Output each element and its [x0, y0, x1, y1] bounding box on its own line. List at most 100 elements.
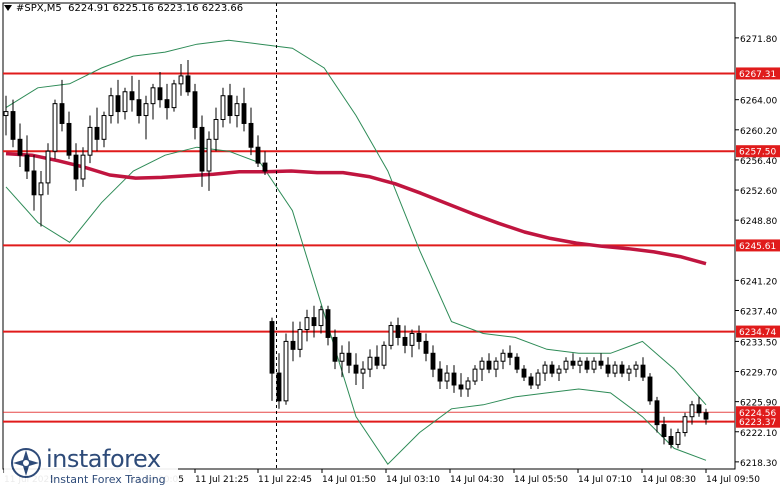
candle [318, 305, 324, 334]
candle [374, 345, 380, 370]
candle-body [570, 360, 576, 366]
price-tag-label: 6224.56 [739, 409, 776, 419]
candle-body [108, 95, 114, 117]
x-tick-label: 14 Jul 09:50 [706, 475, 760, 485]
candle [94, 107, 100, 152]
candle-body [619, 364, 625, 374]
y-tick-label: 6222.10 [740, 429, 777, 439]
candle [101, 111, 107, 148]
chart-header: #SPX,M5 6224.91 6225.16 6223.16 6223.66 [4, 3, 243, 14]
candle-body [647, 376, 653, 402]
candle [556, 365, 562, 382]
y-tick-label: 6264.00 [740, 97, 777, 107]
candle-body [192, 91, 198, 128]
price-tag-label: 6234.74 [739, 328, 776, 338]
candle-body [199, 126, 205, 172]
candle [402, 325, 408, 354]
candle [577, 357, 583, 374]
candle-body [269, 321, 275, 374]
candle [24, 135, 30, 179]
candle [171, 79, 177, 112]
candle-body [612, 364, 618, 374]
candle-body [360, 368, 366, 374]
candle [290, 321, 296, 362]
candle-body [220, 95, 226, 120]
candle-body [521, 368, 527, 378]
y-tick-label: 6218.30 [740, 459, 777, 469]
candle [248, 107, 254, 156]
candle-body [549, 364, 555, 374]
symbol-label: #SPX,M5 [16, 3, 62, 14]
candle-body [367, 356, 373, 370]
candle-body [3, 111, 9, 117]
candle-body [675, 432, 681, 445]
candle [255, 135, 261, 168]
candle [605, 357, 611, 378]
candle [143, 95, 149, 140]
candle-body [423, 340, 429, 354]
candle [220, 87, 226, 128]
candle [507, 345, 513, 366]
candle-body [668, 436, 674, 445]
x-tick-label: 14 Jul 07:10 [578, 475, 632, 485]
candle [59, 79, 65, 132]
candle [626, 365, 632, 382]
candle [269, 317, 275, 401]
y-tick-label: 6256.40 [740, 157, 777, 167]
candle-body [472, 368, 478, 382]
candle-body [38, 182, 44, 196]
candle [66, 111, 72, 160]
price-tag [736, 406, 780, 419]
price-tag-label: 6245.61 [739, 242, 776, 252]
candle-body [486, 360, 492, 370]
candle-body [262, 162, 268, 172]
candle [479, 357, 485, 382]
candle-body [52, 103, 58, 152]
candle [668, 428, 674, 449]
candle-body [605, 364, 611, 374]
band-lower [5, 146, 707, 465]
y-tick-label: 6271.80 [740, 35, 777, 45]
candle [458, 373, 464, 397]
candle [661, 416, 667, 445]
candle-body [577, 360, 583, 366]
candle [465, 377, 471, 397]
dropdown-triangle-icon[interactable] [4, 5, 12, 11]
y-tick-label: 6260.20 [740, 127, 777, 137]
candle-body [171, 83, 177, 109]
candle-body [290, 340, 296, 350]
candle-body [402, 336, 408, 346]
candle [437, 361, 443, 389]
moving-average-line [5, 151, 707, 266]
candle [367, 349, 373, 378]
candle [262, 151, 268, 175]
candle-body [696, 404, 702, 414]
candle [339, 345, 345, 378]
candle [395, 317, 401, 346]
candle [3, 95, 9, 136]
candle [115, 79, 121, 124]
band-upper [5, 39, 707, 406]
candle [619, 361, 625, 378]
y-tick-label: 6252.60 [740, 187, 777, 197]
candle [584, 357, 590, 374]
candle [647, 373, 653, 405]
candle-body [31, 170, 37, 196]
candle-body [94, 126, 100, 140]
candle-body [276, 372, 282, 402]
candle [150, 83, 156, 120]
candle [416, 325, 422, 350]
candle-body [325, 309, 331, 338]
instaforex-logo-icon [11, 448, 41, 478]
candle-body [528, 376, 534, 386]
price-tags: 6267.31 6257.50 6245.61 6234.74 6223.376224.… [736, 67, 780, 428]
candle [360, 361, 366, 389]
candle-body [80, 154, 86, 180]
price-tag [736, 325, 780, 338]
candle [206, 131, 212, 191]
candle [31, 155, 37, 211]
candle [409, 329, 415, 358]
level-lines [3, 72, 735, 423]
